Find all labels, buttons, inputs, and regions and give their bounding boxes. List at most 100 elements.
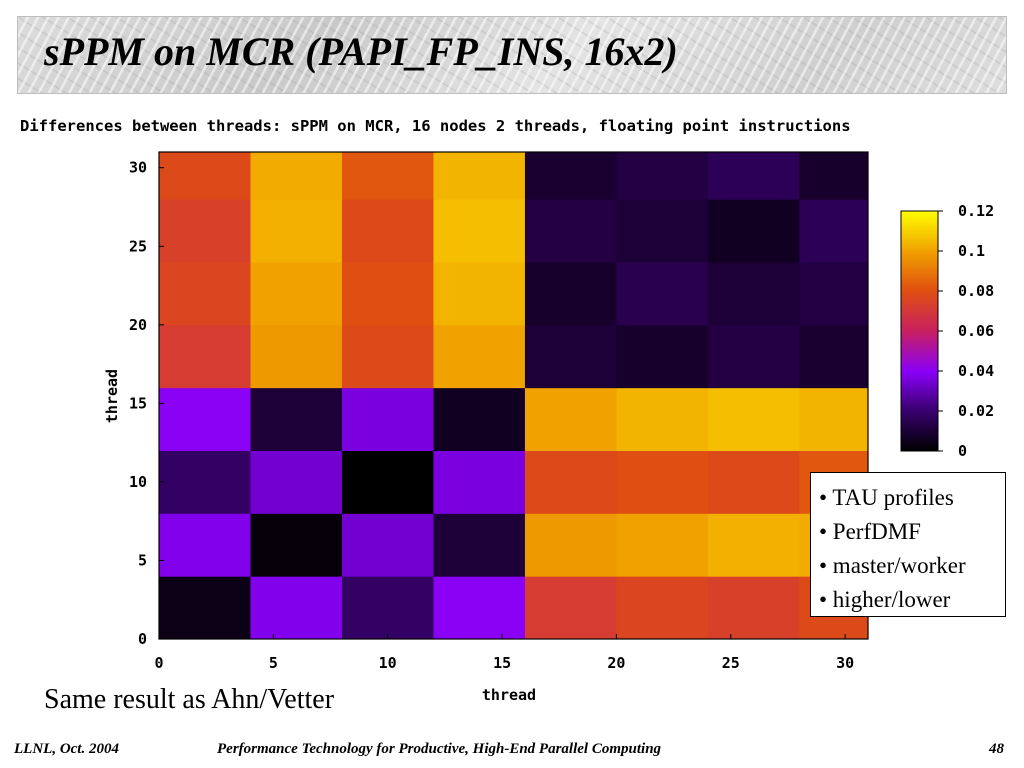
- x-axis-ticks: 0 5 10 15 20 25 30: [154, 634, 854, 672]
- heatmap-cell: [616, 199, 709, 263]
- bullet-item: • PerfDMF: [819, 519, 921, 544]
- x-tick-label: 20: [607, 654, 625, 672]
- heatmap-cell: [799, 387, 869, 451]
- heatmap-cell: [341, 261, 434, 326]
- heatmap-cell: [524, 152, 617, 200]
- x-tick-label: 25: [722, 654, 740, 672]
- heatmap-cell: [616, 387, 709, 451]
- note-text: Same result as Ahn/Vetter: [44, 684, 335, 715]
- heatmap-cell: [799, 199, 869, 263]
- heatmap-cell: [616, 513, 709, 577]
- y-tick-label: 20: [129, 316, 147, 334]
- chart-title: Differences between threads: sPPM on MCR…: [20, 117, 851, 135]
- heatmap-cell: [341, 513, 434, 577]
- bullet-item: • TAU profiles: [819, 485, 954, 510]
- heatmap-cell: [616, 152, 709, 200]
- heatmap-cell: [341, 324, 434, 389]
- heatmap-cell: [433, 152, 526, 200]
- heatmap-cell: [159, 387, 251, 451]
- heatmap-cell: [433, 576, 526, 640]
- heatmap-cell: [433, 387, 526, 451]
- heatmap-cell: [250, 450, 343, 514]
- heatmap-cell: [159, 450, 251, 514]
- x-tick-label: 10: [379, 654, 397, 672]
- heatmap-cell: [707, 152, 800, 200]
- heatmap-cell: [159, 576, 251, 640]
- y-tick-label: 0: [138, 630, 147, 648]
- heatmap-cell: [524, 324, 617, 389]
- heatmap-cell: [250, 513, 343, 577]
- heatmap-cell: [524, 387, 617, 451]
- bullet-box: • TAU profiles • PerfDMF • master/worker…: [810, 472, 1006, 617]
- heatmap-cell: [799, 261, 869, 326]
- x-tick-label: 0: [154, 654, 163, 672]
- heatmap-cell: [524, 199, 617, 263]
- heatmap-cell: [341, 450, 434, 514]
- heatmap-cell: [616, 324, 709, 389]
- heatmap-cell: [524, 261, 617, 326]
- heatmap-cell: [707, 450, 800, 514]
- footer-title: Performance Technology for Productive, H…: [217, 741, 662, 757]
- heatmap-cell: [341, 387, 434, 451]
- heatmap-cell: [341, 199, 434, 263]
- heatmap-cell: [799, 152, 869, 200]
- heatmap-cell: [524, 450, 617, 514]
- heatmap-cell: [707, 324, 800, 389]
- heatmap-cell: [433, 199, 526, 263]
- heatmap-cell: [159, 324, 251, 389]
- y-tick-label: 30: [129, 159, 147, 177]
- heatmap-cell: [707, 576, 800, 640]
- heatmap-cells: [159, 152, 869, 640]
- y-axis-ticks: 0 5 10 15 20 25 30: [129, 159, 164, 648]
- colorbar-tick-label: 0.12: [958, 202, 994, 220]
- heatmap-cell: [433, 324, 526, 389]
- bullet-item: • master/worker: [819, 553, 966, 578]
- heatmap-cell: [250, 199, 343, 263]
- heatmap-cell: [616, 450, 709, 514]
- heatmap-cell: [250, 152, 343, 200]
- bullet-item: • higher/lower: [819, 587, 951, 612]
- heatmap-cell: [159, 261, 251, 326]
- heatmap-cell: [159, 199, 251, 263]
- heatmap-cell: [524, 513, 617, 577]
- page-number: 48: [989, 741, 1004, 757]
- colorbar-ticks: 0 0.02 0.04 0.06 0.08 0.1 0.12: [938, 202, 994, 460]
- y-tick-label: 10: [129, 473, 147, 491]
- heatmap-cell: [433, 513, 526, 577]
- colorbar-tick-label: 0.04: [958, 362, 994, 380]
- heatmap-cell: [250, 261, 343, 326]
- y-tick-label: 15: [129, 394, 147, 412]
- heatmap-cell: [707, 387, 800, 451]
- heatmap-cell: [433, 450, 526, 514]
- x-tick-label: 15: [493, 654, 511, 672]
- heatmap-cell: [159, 513, 251, 577]
- heatmap-cell: [159, 152, 251, 200]
- heatmap-cell: [341, 152, 434, 200]
- heatmap-cell: [707, 199, 800, 263]
- heatmap-cell: [616, 576, 709, 640]
- heatmap-cell: [250, 576, 343, 640]
- x-tick-label: 30: [836, 654, 854, 672]
- heatmap-cell: [433, 261, 526, 326]
- heatmap-cell: [707, 513, 800, 577]
- footer-date: LLNL, Oct. 2004: [14, 741, 119, 757]
- colorbar-tick-label: 0.1: [958, 242, 985, 260]
- colorbar-tick-label: 0.06: [958, 322, 994, 340]
- y-tick-label: 5: [138, 552, 147, 570]
- plot-frame: [158, 151, 869, 640]
- y-axis-label: thread: [103, 369, 121, 423]
- title-banner: [17, 16, 1007, 94]
- slide-title: sPPM on MCR (PAPI_FP_INS, 16x2): [44, 29, 678, 74]
- y-tick-label: 25: [129, 237, 147, 255]
- heatmap-cell: [250, 387, 343, 451]
- x-tick-label: 5: [269, 654, 278, 672]
- heatmap-cell: [341, 576, 434, 640]
- colorbar-tick-label: 0: [958, 442, 967, 460]
- colorbar-tick-label: 0.02: [958, 402, 994, 420]
- heatmap-cell: [799, 324, 869, 389]
- heatmap-cell: [616, 261, 709, 326]
- heatmap-cell: [707, 261, 800, 326]
- heatmap-cell: [250, 324, 343, 389]
- colorbar-tick-label: 0.08: [958, 282, 994, 300]
